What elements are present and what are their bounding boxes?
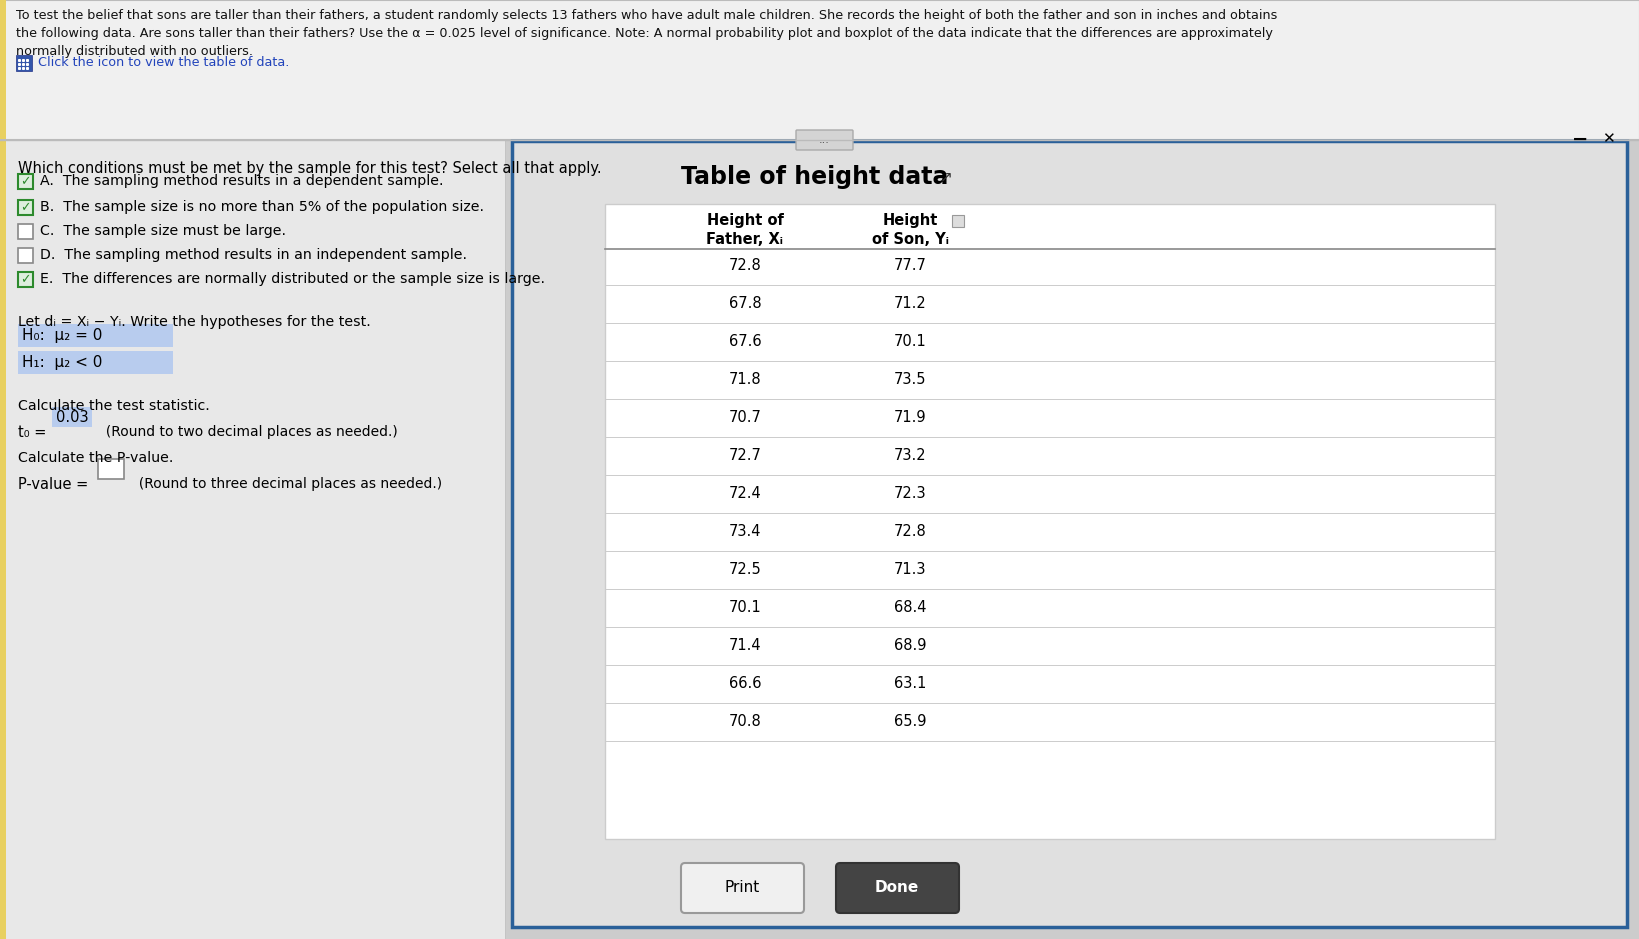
Text: (Round to two decimal places as needed.): (Round to two decimal places as needed.) bbox=[97, 425, 398, 439]
Text: Calculate the P-value.: Calculate the P-value. bbox=[18, 451, 174, 465]
Text: ✓: ✓ bbox=[20, 175, 31, 188]
Text: Height of: Height of bbox=[706, 213, 783, 228]
Bar bbox=[18, 272, 33, 287]
Bar bbox=[0, 140, 505, 939]
Text: 66.6: 66.6 bbox=[729, 676, 760, 691]
Text: the following data. Are sons taller than their fathers? Use the α = 0.025 level : the following data. Are sons taller than… bbox=[16, 27, 1274, 40]
Bar bbox=[18, 200, 33, 215]
Text: ✓: ✓ bbox=[20, 201, 31, 214]
FancyBboxPatch shape bbox=[511, 141, 1628, 927]
Text: 71.2: 71.2 bbox=[893, 297, 926, 312]
Text: 71.8: 71.8 bbox=[729, 373, 760, 388]
Text: 72.3: 72.3 bbox=[893, 486, 926, 501]
Text: 68.9: 68.9 bbox=[893, 639, 926, 654]
Text: 77.7: 77.7 bbox=[893, 258, 926, 273]
Text: 73.2: 73.2 bbox=[893, 449, 926, 464]
Text: Father, Xᵢ: Father, Xᵢ bbox=[706, 232, 783, 247]
Text: 67.8: 67.8 bbox=[729, 297, 760, 312]
FancyBboxPatch shape bbox=[836, 863, 959, 913]
Text: Print: Print bbox=[724, 881, 759, 896]
Text: 72.8: 72.8 bbox=[893, 525, 926, 540]
Bar bbox=[18, 324, 174, 347]
Text: Done: Done bbox=[875, 881, 919, 896]
Bar bbox=[18, 224, 33, 239]
Text: t₀ =: t₀ = bbox=[18, 425, 51, 440]
Text: H₁:  μ₂ < 0: H₁: μ₂ < 0 bbox=[21, 355, 102, 370]
Text: P-value =: P-value = bbox=[18, 477, 93, 492]
Text: ✓: ✓ bbox=[20, 273, 31, 286]
Text: Click the icon to view the table of data.: Click the icon to view the table of data… bbox=[38, 56, 290, 69]
Text: ...: ... bbox=[818, 135, 829, 145]
Text: 73.5: 73.5 bbox=[893, 373, 926, 388]
Text: 72.4: 72.4 bbox=[729, 486, 762, 501]
Text: 73.4: 73.4 bbox=[729, 525, 760, 540]
Text: 68.4: 68.4 bbox=[893, 601, 926, 615]
Bar bbox=[52, 407, 92, 427]
Text: 67.6: 67.6 bbox=[729, 334, 760, 349]
Bar bbox=[16, 55, 33, 71]
FancyBboxPatch shape bbox=[797, 130, 852, 150]
Bar bbox=[18, 174, 33, 189]
Text: −: − bbox=[1572, 130, 1588, 148]
Text: 71.3: 71.3 bbox=[893, 562, 926, 577]
Text: 72.5: 72.5 bbox=[729, 562, 762, 577]
Text: 65.9: 65.9 bbox=[893, 715, 926, 730]
Text: 72.8: 72.8 bbox=[729, 258, 762, 273]
Text: D.  The sampling method results in an independent sample.: D. The sampling method results in an ind… bbox=[39, 249, 467, 263]
Text: Calculate the test statistic.: Calculate the test statistic. bbox=[18, 399, 210, 413]
Text: Height: Height bbox=[882, 213, 938, 228]
Text: ↗: ↗ bbox=[941, 170, 952, 184]
Bar bbox=[18, 351, 174, 374]
Bar bbox=[0, 0, 7, 139]
Text: 70.7: 70.7 bbox=[729, 410, 762, 425]
Text: 72.7: 72.7 bbox=[729, 449, 762, 464]
Bar bbox=[0, 140, 7, 939]
Text: Which conditions must be met by the sample for this test? Select all that apply.: Which conditions must be met by the samp… bbox=[18, 161, 602, 176]
Text: (Round to three decimal places as needed.): (Round to three decimal places as needed… bbox=[129, 477, 443, 491]
Bar bbox=[0, 0, 1639, 139]
Bar bbox=[18, 248, 33, 263]
Bar bbox=[605, 204, 1495, 839]
Text: C.  The sample size must be large.: C. The sample size must be large. bbox=[39, 224, 285, 239]
Text: ✕: ✕ bbox=[1601, 131, 1614, 146]
Text: Let dᵢ = Xᵢ − Yᵢ. Write the hypotheses for the test.: Let dᵢ = Xᵢ − Yᵢ. Write the hypotheses f… bbox=[18, 315, 370, 329]
Text: of Son, Yᵢ: of Son, Yᵢ bbox=[872, 232, 949, 247]
Text: A.  The sampling method results in a dependent sample.: A. The sampling method results in a depe… bbox=[39, 175, 444, 189]
Text: 70.1: 70.1 bbox=[729, 601, 762, 615]
Text: 70.1: 70.1 bbox=[893, 334, 926, 349]
Text: H₀:  μ₂ = 0: H₀: μ₂ = 0 bbox=[21, 328, 102, 343]
Text: To test the belief that sons are taller than their fathers, a student randomly s: To test the belief that sons are taller … bbox=[16, 9, 1277, 22]
Text: normally distributed with no outliers.: normally distributed with no outliers. bbox=[16, 45, 252, 58]
Bar bbox=[98, 459, 125, 479]
Text: B.  The sample size is no more than 5% of the population size.: B. The sample size is no more than 5% of… bbox=[39, 201, 484, 214]
Text: 70.8: 70.8 bbox=[729, 715, 762, 730]
Text: 71.4: 71.4 bbox=[729, 639, 760, 654]
Text: 0.03: 0.03 bbox=[56, 409, 89, 424]
Bar bbox=[952, 215, 964, 227]
Text: 71.9: 71.9 bbox=[893, 410, 926, 425]
Text: Table of height data: Table of height data bbox=[682, 165, 949, 189]
Text: 63.1: 63.1 bbox=[893, 676, 926, 691]
Text: E.  The differences are normally distributed or the sample size is large.: E. The differences are normally distribu… bbox=[39, 272, 546, 286]
FancyBboxPatch shape bbox=[680, 863, 805, 913]
